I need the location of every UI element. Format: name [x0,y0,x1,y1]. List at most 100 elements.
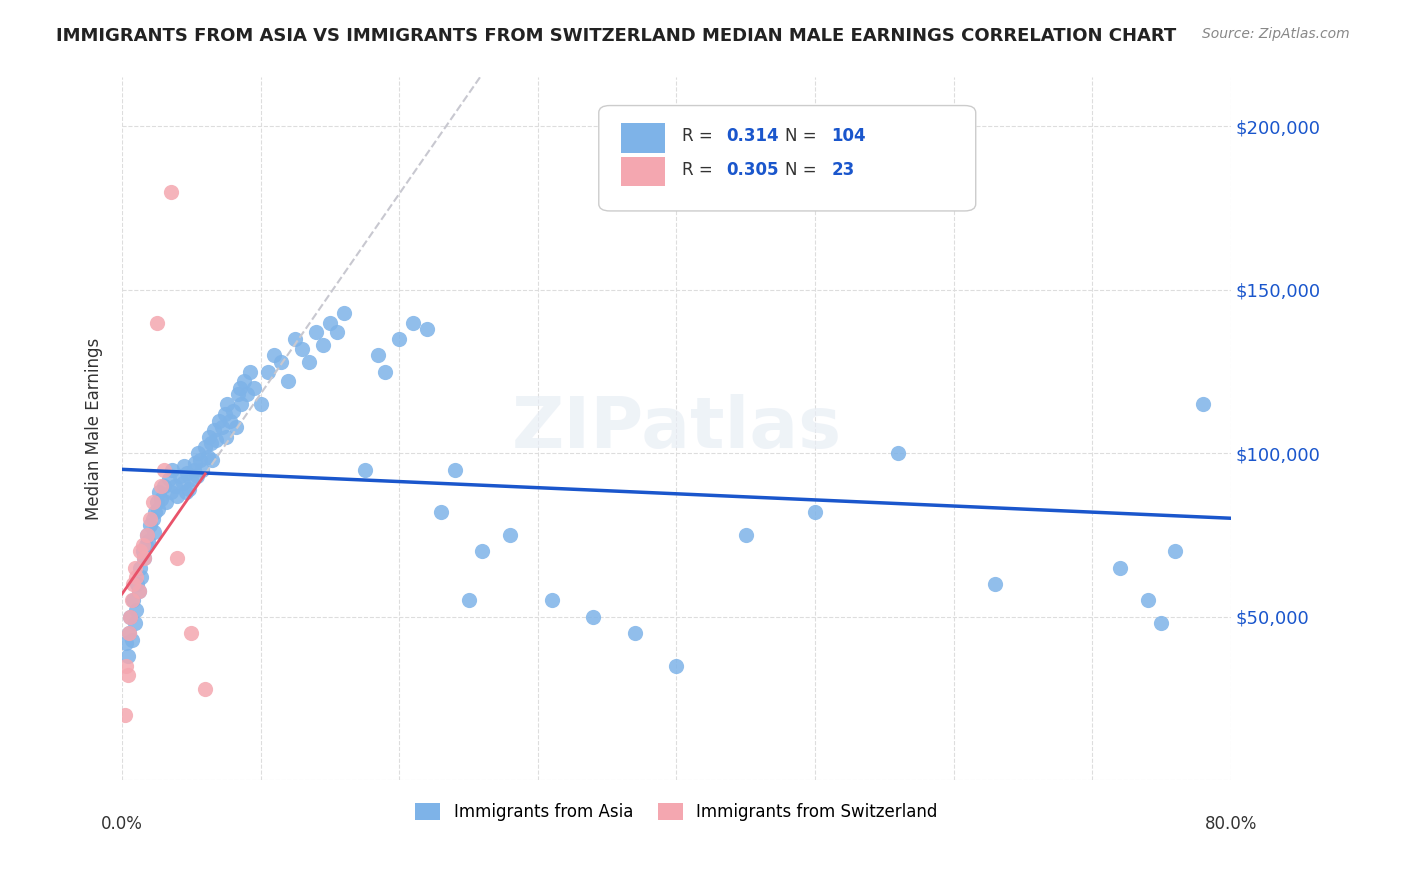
Point [180,626,202,640]
Point [312,338,335,352]
Point [215,430,238,444]
Point [121,632,143,647]
Point [1108,560,1130,574]
Point [184,456,207,470]
Point [124,560,146,574]
Point [186,469,208,483]
Bar [621,123,665,153]
Point [174,485,197,500]
Point [228,387,250,401]
Point [122,577,145,591]
Text: ZIPatlas: ZIPatlas [512,394,841,463]
Point [124,616,146,631]
Point [172,475,194,490]
Point [115,658,138,673]
Point [132,538,155,552]
Point [131,570,153,584]
Text: N =: N = [785,128,823,145]
Point [374,365,396,379]
Point [173,459,195,474]
Point [388,332,411,346]
Point [163,479,186,493]
Point [117,648,139,663]
Point [183,462,205,476]
Point [135,538,157,552]
Point [148,485,170,500]
Point [191,462,214,476]
Point [242,381,264,395]
Point [499,528,522,542]
Point [141,495,163,509]
Point [222,404,245,418]
Point [187,446,209,460]
Point [540,593,562,607]
Point [118,626,141,640]
Point [291,342,314,356]
Point [152,479,174,493]
Bar [621,157,665,186]
Point [211,420,233,434]
Point [127,577,149,591]
Point [159,185,181,199]
Point [233,375,256,389]
Point [256,365,278,379]
Text: N =: N = [785,161,823,179]
Point [457,593,479,607]
Point [319,316,342,330]
Point [1150,616,1173,631]
Point [201,452,224,467]
Point [132,544,155,558]
Point [159,485,181,500]
Point [214,407,236,421]
FancyBboxPatch shape [599,105,976,211]
Point [149,479,172,493]
Point [219,414,242,428]
Point [353,462,375,476]
Point [217,397,239,411]
Text: Source: ZipAtlas.com: Source: ZipAtlas.com [1202,27,1350,41]
Point [128,583,150,598]
Point [176,466,198,480]
Point [177,482,200,496]
Point [145,316,167,330]
Point [263,348,285,362]
Point [205,433,228,447]
Text: R =: R = [682,128,718,145]
Point [166,550,188,565]
Point [238,365,260,379]
Text: 80.0%: 80.0% [1205,815,1257,833]
Point [120,609,142,624]
Text: 0.314: 0.314 [727,128,779,145]
Point [367,348,389,362]
Point [160,462,183,476]
Text: 104: 104 [831,128,866,145]
Point [180,472,202,486]
Point [249,397,271,411]
Point [114,707,136,722]
Point [121,593,143,607]
Text: 23: 23 [831,161,855,179]
Point [149,491,172,506]
Point [146,501,169,516]
Point [229,381,252,395]
Point [142,524,165,539]
Point [582,609,605,624]
Point [298,355,321,369]
Point [188,452,211,467]
Point [138,534,160,549]
Point [136,528,159,542]
Point [231,397,253,411]
Point [430,505,453,519]
Point [157,472,180,486]
Point [1192,397,1215,411]
Point [143,505,166,519]
Point [134,550,156,565]
Point [198,430,221,444]
Point [734,528,756,542]
Text: R =: R = [682,161,718,179]
Point [305,326,328,340]
Point [208,414,231,428]
Point [129,560,152,574]
Point [125,570,148,584]
Point [128,583,150,598]
